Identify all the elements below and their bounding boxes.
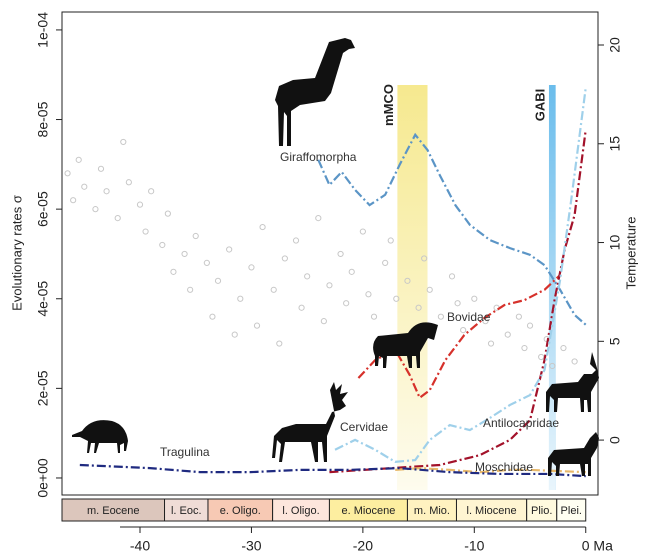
cloud-point (316, 216, 321, 221)
y-axis-title: Evolutionary rates σ (9, 195, 24, 311)
y-tick-label: 8e-05 (35, 101, 51, 137)
cloud-point (572, 359, 577, 364)
y-tick-label: 0e+00 (35, 458, 51, 498)
epoch-label: Plio. (531, 505, 552, 517)
series-label: Giraffomorpha (280, 150, 357, 164)
band-label: mMCO (381, 84, 396, 126)
cloud-point (371, 314, 376, 319)
cloud-point (383, 260, 388, 265)
cloud-point (171, 269, 176, 274)
cloud-point (204, 260, 209, 265)
series-label: Tragulina (160, 445, 210, 459)
cloud-point (282, 256, 287, 261)
cloud-point (305, 274, 310, 279)
cloud-point (82, 184, 87, 189)
y-tick-label: 2e-05 (35, 370, 51, 406)
cloud-point (438, 314, 443, 319)
epoch-label: m. Eocene (87, 505, 140, 517)
cloud-point (299, 305, 304, 310)
x-tick-label: -40 (130, 538, 150, 554)
cloud-point (254, 323, 259, 328)
y-tick-label: 4e-05 (35, 281, 51, 317)
series-label: Antilocapridae (483, 416, 559, 430)
epoch-label: l. Oligo. (282, 505, 319, 517)
cloud-point (137, 202, 142, 207)
cloud-point (227, 247, 232, 252)
cloud-point (193, 233, 198, 238)
cloud-point (321, 319, 326, 324)
cloud-point (210, 314, 215, 319)
chart: Evolutionary rates σ Temperature mMCO GAB… (0, 0, 649, 558)
series-label: Moschidae (475, 460, 533, 474)
cloud-point (160, 242, 165, 247)
cloud-point (522, 345, 527, 350)
cloud-point (215, 278, 220, 283)
cloud-point (539, 354, 544, 359)
x-tick-label: -30 (241, 538, 261, 554)
epoch-label: l. Miocene (467, 505, 517, 517)
cloud-point (527, 323, 532, 328)
epoch-label: m. Mio. (414, 505, 450, 517)
cloud-point (98, 166, 103, 171)
cloud-point (505, 332, 510, 337)
epoch-label: e. Oligo. (220, 505, 261, 517)
silhouettes (72, 38, 599, 476)
cloud-point (93, 207, 98, 212)
cloud-point (277, 341, 282, 346)
cloud-point (338, 251, 343, 256)
cloud-point (427, 287, 432, 292)
cloud-point (149, 189, 154, 194)
x-tick-label: 0 Ma (582, 538, 613, 554)
giraffe (275, 38, 355, 146)
epoch-label: Plei. (561, 505, 582, 517)
x-tick-label: -20 (353, 538, 373, 554)
cloud-point (76, 157, 81, 162)
cloud-point (104, 189, 109, 194)
cloud-point (388, 238, 393, 243)
epoch-label: e. Miocene (342, 505, 396, 517)
epoch-label: l. Eoc. (171, 505, 202, 517)
cloud-point (455, 301, 460, 306)
y2-tick-label: 20 (607, 37, 623, 53)
cloud-point (488, 341, 493, 346)
y2-tick-label: 10 (607, 235, 623, 251)
cloud-point (188, 287, 193, 292)
band-label: GABI (532, 89, 547, 122)
cloud-point (65, 171, 70, 176)
cloud-point (271, 287, 276, 292)
cloud-point (349, 269, 354, 274)
cloud-point (260, 224, 265, 229)
cloud-point (143, 229, 148, 234)
cloud-point (327, 283, 332, 288)
cloud-point (71, 198, 76, 203)
y-tick-label: 1e-04 (35, 12, 51, 48)
cloud-point (165, 211, 170, 216)
cloud-point (182, 251, 187, 256)
y2-tick-label: 15 (607, 136, 623, 152)
cloud-point (366, 292, 371, 297)
cloud-point (126, 180, 131, 185)
series-label: Bovidae (447, 310, 491, 324)
y2-tick-label: 0 (607, 436, 623, 444)
cloud-point (449, 274, 454, 279)
x-tick-label: -10 (464, 538, 484, 554)
y-tick-label: 6e-05 (35, 191, 51, 227)
cloud-point (461, 328, 466, 333)
cloud-point (344, 301, 349, 306)
series-label: Cervidae (340, 420, 388, 434)
cloud-point (360, 229, 365, 234)
cloud-point (249, 265, 254, 270)
cloud-point (472, 296, 477, 301)
cloud-point (115, 216, 120, 221)
cloud-point (232, 332, 237, 337)
cloud-point (516, 314, 521, 319)
y2-axis-title: Temperature (623, 217, 638, 290)
series-line (318, 135, 585, 325)
cloud-point (238, 296, 243, 301)
chevrotain (72, 420, 128, 453)
cloud-point (121, 139, 126, 144)
cloud-point (293, 238, 298, 243)
y2-tick-label: 5 (607, 337, 623, 345)
cloud-point (561, 345, 566, 350)
